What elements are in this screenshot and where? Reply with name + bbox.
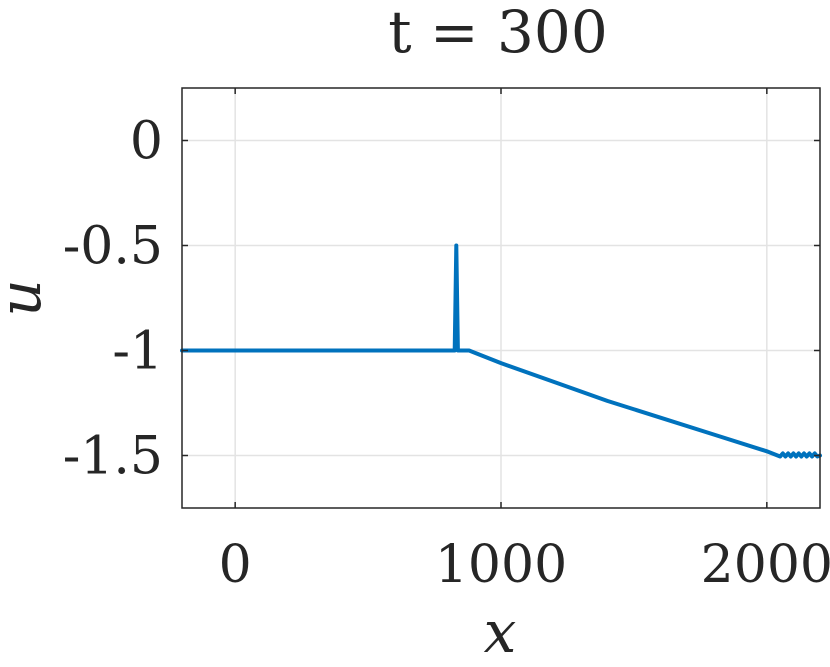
x-axis-label: x	[484, 598, 517, 666]
chart-title: t = 300	[388, 0, 607, 66]
x-tick-label: 1000	[435, 535, 567, 595]
y-ticks: 0 -0.5 -1 -1.5	[63, 112, 820, 487]
x-ticks: 0 1000 2000	[219, 88, 830, 595]
y-tick-label: -0.5	[63, 217, 163, 277]
x-tick-label: 0	[219, 535, 252, 595]
y-tick-label: -1.5	[63, 427, 163, 487]
grid	[182, 88, 820, 508]
y-axis-label: u	[0, 279, 54, 316]
y-tick-label: 0	[130, 112, 163, 172]
series-line	[180, 243, 822, 459]
x-tick-label: 2000	[701, 535, 830, 595]
y-tick-label: -1	[112, 322, 163, 382]
series-group	[180, 243, 822, 459]
